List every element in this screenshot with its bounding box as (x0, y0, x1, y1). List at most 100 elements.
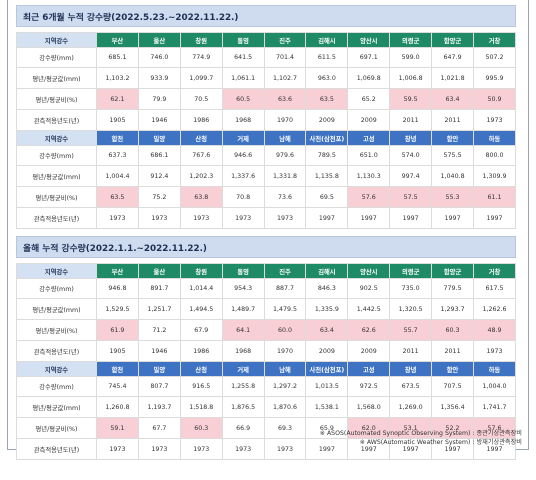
station-name: 함안 (431, 130, 475, 146)
header-label: 지역강수 (16, 130, 97, 146)
value-cell: 1973 (179, 207, 223, 229)
value-cell: 651.0 (347, 145, 391, 166)
value-cell: 1970 (263, 340, 307, 362)
row-label: 평년/평균비(%) (16, 88, 97, 110)
station-name: 창원 (179, 263, 223, 279)
value-cell: 1,099.7 (179, 67, 223, 89)
station-header-row: 지역강수 합천 밀양 산청 거제 남해 사천(삼천포) 고성 창녕 함안 하동 (16, 361, 516, 377)
value-cell: 1,518.8 (179, 396, 223, 418)
row-label: 평년/평균값(mm) (16, 298, 97, 320)
value-cell: 1,356.4 (431, 396, 475, 418)
station-header-row: 지역강수 합천 밀양 산청 거제 남해 사천(삼천포) 고성 창녕 함안 하동 (16, 130, 516, 146)
value-cell: 574.0 (389, 145, 433, 166)
table-row-year: 관측적용년도(년) 1973 1973 1973 1973 1973 1997 1997 199… (16, 438, 516, 460)
station-name: 하동 (473, 361, 516, 377)
value-cell: 946.6 (221, 145, 265, 166)
value-cell: 673.5 (389, 376, 433, 397)
station-name: 남해 (263, 130, 307, 146)
station-name: 거창 (473, 32, 516, 48)
value-cell: 1,251.7 (137, 298, 181, 320)
ratio-cell: 79.9 (137, 88, 181, 110)
station-name: 부산 (96, 263, 139, 279)
value-cell: 1,479.5 (263, 298, 307, 320)
section2-title: 올해 누적 강수량(2022.1.1.~2022.11.22.) (16, 236, 516, 258)
table-row-ratio: 평년/평균비(%) 63.5 75.2 63.8 70.8 73.6 69.5 57.6 57.… (16, 186, 516, 208)
note-aws: ※ AWS(Automatic Weather System) : 방재기상관측… (359, 439, 522, 446)
value-cell: 2011 (389, 109, 433, 131)
station-name: 남해 (263, 361, 307, 377)
ratio-cell: 61.9 (96, 319, 139, 341)
value-cell: 507.2 (473, 47, 516, 68)
value-cell: 1946 (137, 109, 181, 131)
value-cell: 1997 (347, 438, 391, 460)
row-label: 강수량(mm) (16, 376, 97, 397)
ratio-cell: 69.5 (305, 186, 349, 208)
row-label: 평년/평균비(%) (16, 186, 97, 208)
station-name: 고성 (347, 130, 391, 146)
value-cell: 1,568.0 (347, 396, 391, 418)
station-name: 거창 (473, 263, 516, 279)
value-cell: 1973 (473, 109, 516, 131)
table-row-ratio: 평년/평균비(%) 59.1 67.7 60.3 66.9 69.3 65.9 62.0 53.… (16, 417, 516, 439)
station-name: 창녕 (389, 130, 433, 146)
value-cell: 1997 (473, 207, 516, 229)
value-cell: 1973 (137, 438, 181, 460)
value-cell: 745.4 (96, 376, 139, 397)
station-name: 고성 (347, 361, 391, 377)
value-cell: 933.9 (137, 67, 181, 89)
table-row-year: 관측적용년도(년) 1905 1946 1986 1968 1970 2009 2009 201… (16, 109, 516, 131)
value-cell: 1,309.9 (473, 165, 516, 187)
station-name: 사천(삼천포) (305, 130, 349, 146)
value-cell: 1973 (96, 438, 139, 460)
station-name: 함양군 (431, 32, 475, 48)
ratio-cell: 60.3 (431, 319, 475, 341)
value-cell: 641.5 (221, 47, 265, 68)
station-name: 밀양 (137, 130, 181, 146)
ratio-cell: 63.8 (179, 186, 223, 208)
value-cell: 779.5 (431, 278, 475, 299)
ratio-cell: 53.1 (389, 417, 433, 439)
section1-title: 최근 6개월 누적 강수량(2022.5.23.~2022.11.22.) (16, 5, 516, 27)
value-cell: 1,262.6 (473, 298, 516, 320)
row-label: 평년/평균비(%) (16, 319, 97, 341)
value-cell: 599.0 (389, 47, 433, 68)
value-cell: 1,202.3 (179, 165, 223, 187)
value-cell: 1,103.2 (96, 67, 139, 89)
header-label: 지역강수 (16, 361, 97, 377)
ratio-cell: 65.9 (305, 417, 349, 439)
value-cell: 2009 (347, 109, 391, 131)
table-row-normal: 평년/평균값(mm) 1,004.4 912.4 1,202.3 1,337.6 1,33… (16, 165, 516, 187)
value-cell: 1,013.5 (305, 376, 349, 397)
value-cell: 1,102.7 (263, 67, 307, 89)
value-cell: 2009 (305, 109, 349, 131)
note-asos: ※ ASOS(Automated Synoptic Observing Syst… (319, 430, 522, 437)
ratio-cell: 70.8 (221, 186, 265, 208)
row-label: 관측적용년도(년) (16, 207, 97, 229)
value-cell: 916.5 (179, 376, 223, 397)
value-cell: 1973 (96, 207, 139, 229)
value-cell: 685.1 (96, 47, 139, 68)
value-cell: 1,293.7 (431, 298, 475, 320)
ratio-cell: 63.5 (96, 186, 139, 208)
station-name: 울산 (137, 32, 181, 48)
value-cell: 954.3 (221, 278, 265, 299)
table-row-rain: 강수량(mm) 946.8 891.7 1,014.4 954.3 887.7 846.3 9… (16, 278, 516, 299)
value-cell: 2011 (431, 109, 475, 131)
station-name: 밀양 (137, 361, 181, 377)
value-cell: 1986 (179, 109, 223, 131)
value-cell: 1,130.3 (347, 165, 391, 187)
ratio-cell: 75.2 (137, 186, 181, 208)
station-name: 산청 (179, 361, 223, 377)
station-name: 통영 (221, 263, 265, 279)
station-name: 의령군 (389, 32, 433, 48)
value-cell: 1,061.1 (221, 67, 265, 89)
row-label: 평년/평균값(mm) (16, 396, 97, 418)
ratio-cell: 63.4 (305, 319, 349, 341)
ratio-cell: 52.2 (431, 417, 475, 439)
value-cell: 972.5 (347, 376, 391, 397)
ratio-cell: 63.6 (263, 88, 307, 110)
value-cell: 963.0 (305, 67, 349, 89)
ratio-cell: 69.3 (263, 417, 307, 439)
station-header-row: 지역강수 부산 울산 창원 통영 진주 김해시 양산시 의령군 함양군 거창 (16, 263, 516, 279)
value-cell: 1,335.9 (305, 298, 349, 320)
